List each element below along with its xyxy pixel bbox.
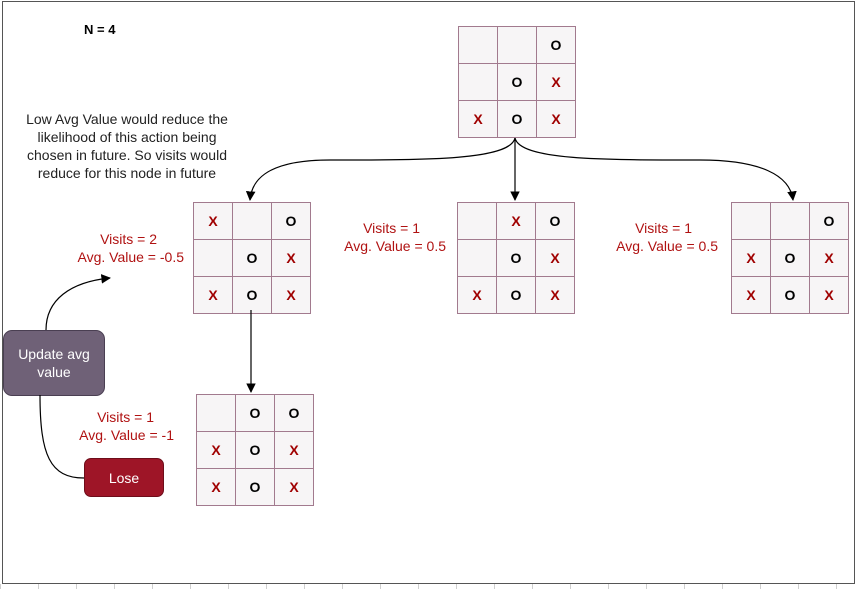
board-cell: X <box>197 432 235 468</box>
board-cell: O <box>236 469 274 505</box>
board-cell <box>732 203 770 239</box>
board-cell: X <box>197 469 235 505</box>
board-cell: X <box>536 277 574 313</box>
board-cell <box>459 27 497 63</box>
board-cell: X <box>459 101 497 137</box>
board-cell: X <box>275 432 313 468</box>
board-cell: O <box>497 277 535 313</box>
board-cell <box>233 203 271 239</box>
note-line: chosen in future. So visits would <box>27 147 227 163</box>
avg-value-label: Avg. Value = -0.5 <box>77 249 185 265</box>
edge-update-to-stats <box>45 274 111 331</box>
visits-label: Visits = 1 <box>363 220 420 236</box>
board-cell: X <box>194 277 232 313</box>
board-cell: X <box>732 240 770 276</box>
board-cell <box>459 64 497 100</box>
avg-value-label: Avg. Value = -1 <box>79 427 174 443</box>
board-cell: X <box>810 277 848 313</box>
edge-root-to-right <box>514 137 797 201</box>
board-cell: O <box>810 203 848 239</box>
board-cell: O <box>236 395 274 431</box>
explanation-note: Low Avg Value would reduce the likelihoo… <box>8 110 246 182</box>
board-cell: O <box>771 277 809 313</box>
board-cell: O <box>272 203 310 239</box>
board-cell: O <box>233 240 271 276</box>
board-cell: O <box>497 240 535 276</box>
note-line: Low Avg Value would reduce the <box>26 111 228 127</box>
update-button-label: Update avg <box>18 346 90 362</box>
board-cell: X <box>497 203 535 239</box>
edge-lose-to-update <box>39 394 85 479</box>
board-cell: O <box>498 101 536 137</box>
board-cell: O <box>233 277 271 313</box>
board-cell: O <box>275 395 313 431</box>
board-cell: X <box>536 240 574 276</box>
board-cell: X <box>537 101 575 137</box>
board-cell: X <box>272 277 310 313</box>
board-cell: X <box>272 240 310 276</box>
update-avg-value-button[interactable]: Update avg value <box>3 330 105 396</box>
board-cell: O <box>537 27 575 63</box>
visits-label: Visits = 2 <box>100 231 157 247</box>
board-cell <box>498 27 536 63</box>
board-cell: O <box>536 203 574 239</box>
n-label: N = 4 <box>84 22 116 37</box>
board-cell: O <box>498 64 536 100</box>
visits-label: Visits = 1 <box>635 220 692 236</box>
note-line: likelihood of this action being <box>37 129 217 145</box>
board-cell: X <box>732 277 770 313</box>
board-cell: X <box>194 203 232 239</box>
board-cell: O <box>236 432 274 468</box>
board-cell <box>458 240 496 276</box>
stats-bottom: Visits = 1 Avg. Value = -1 <box>54 408 174 444</box>
board-cell: X <box>458 277 496 313</box>
board-cell: X <box>275 469 313 505</box>
bottom-ruler <box>0 584 858 589</box>
board-cell: X <box>537 64 575 100</box>
note-line: reduce for this node in future <box>37 165 217 181</box>
board-cell: X <box>810 240 848 276</box>
stats-middle: Visits = 1 Avg. Value = 0.5 <box>326 219 446 255</box>
board-cell: O <box>771 240 809 276</box>
avg-value-label: Avg. Value = 0.5 <box>616 238 718 254</box>
edge-root-to-left <box>245 137 516 201</box>
stats-right: Visits = 1 Avg. Value = 0.5 <box>598 219 718 255</box>
board-cell <box>194 240 232 276</box>
board-cell <box>771 203 809 239</box>
update-button-label: value <box>37 364 71 380</box>
stats-left: Visits = 2 Avg. Value = -0.5 <box>40 230 185 266</box>
board-cell <box>458 203 496 239</box>
avg-value-label: Avg. Value = 0.5 <box>344 238 446 254</box>
visits-label: Visits = 1 <box>97 409 154 425</box>
board-cell <box>197 395 235 431</box>
lose-button[interactable]: Lose <box>84 458 164 497</box>
